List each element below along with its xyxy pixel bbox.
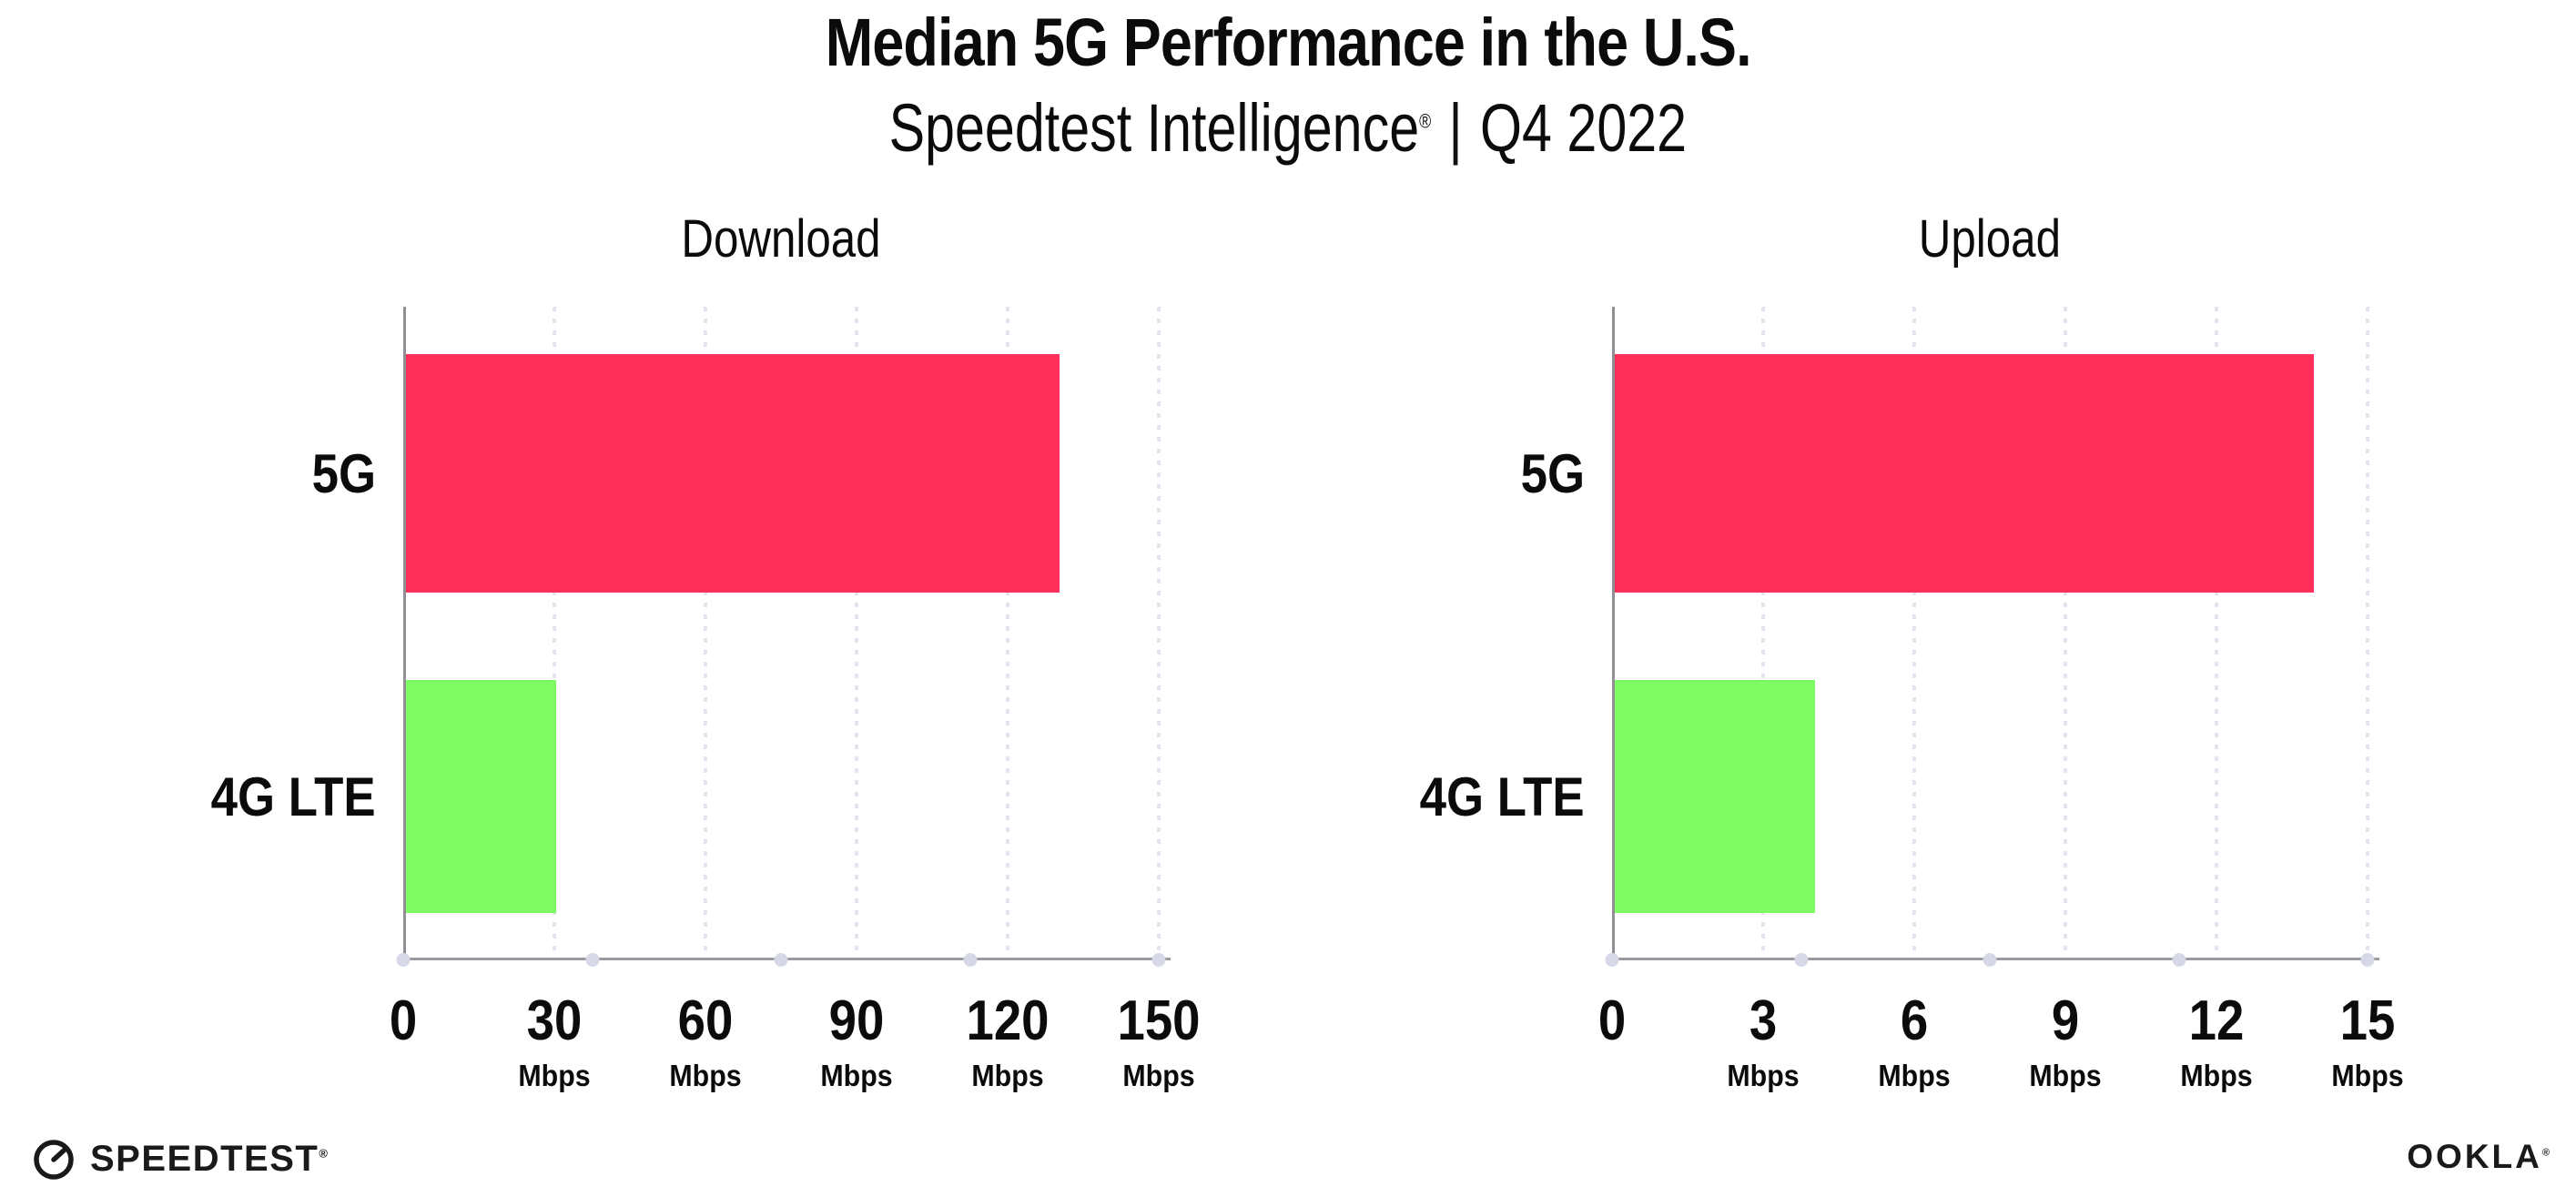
x-tick: 60 Mbps xyxy=(666,989,745,1092)
download-plot-area: 5G 4G LTE 0 30 Mbps 60 Mbps 90 Mbps 120 Mbps 150 M… xyxy=(211,307,1201,1090)
speedtest-gauge-icon xyxy=(34,1140,74,1180)
gridline xyxy=(855,307,858,959)
download-chart-title: Download xyxy=(681,209,881,269)
bar-5g xyxy=(1614,354,2315,593)
page-subtitle: Speedtest Intelligence® | Q4 2022 xyxy=(0,91,2576,165)
x-tick: 3 Mbps xyxy=(1724,989,1802,1092)
y-axis-line xyxy=(403,307,406,959)
axis-dot xyxy=(2172,953,2186,967)
category-label-5g: 5G xyxy=(311,442,376,504)
axis-dot xyxy=(1794,953,1808,967)
bar-5g xyxy=(405,354,1060,593)
x-tick-unit: Mbps xyxy=(2180,1059,2253,1092)
axis-dot xyxy=(1983,953,1997,967)
subtitle-brand: Speedtest Intelligence xyxy=(888,90,1420,166)
x-tick: 15 Mbps xyxy=(2328,989,2407,1092)
x-tick-value: 3 xyxy=(1749,989,1778,1052)
x-tick-unit: Mbps xyxy=(1878,1059,1951,1092)
ookla-wordmark: OOKLA xyxy=(2407,1138,2542,1175)
x-tick-value: 9 xyxy=(2051,989,2080,1052)
x-tick-unit: Mbps xyxy=(1727,1059,1800,1092)
axis-dot xyxy=(774,953,788,967)
x-tick: 0 xyxy=(1597,993,1628,1050)
x-tick-value: 150 xyxy=(1117,989,1201,1052)
download-chart: Download 5G 4G LTE 0 30 Mbps 60 Mbps 90 Mbps 12… xyxy=(211,209,1201,1090)
subtitle-separator: | xyxy=(1448,90,1463,166)
x-tick-value: 60 xyxy=(677,989,734,1052)
upload-plot-area: 5G 4G LTE 0 3 Mbps 6 Mbps 9 Mbps 12 Mbps 15 Mbps xyxy=(1420,307,2404,1090)
x-tick-value: 15 xyxy=(2339,989,2396,1052)
bar-4g-lte xyxy=(405,680,556,913)
gridline xyxy=(2215,307,2218,959)
speedtest-logo: SPEEDTEST® xyxy=(31,1136,329,1182)
category-label-4g-lte: 4G LTE xyxy=(211,766,376,827)
registered-mark: ® xyxy=(319,1146,330,1161)
x-tick-value: 6 xyxy=(1900,989,1929,1052)
x-tick-value: 30 xyxy=(526,989,583,1052)
x-tick-value: 90 xyxy=(828,989,885,1052)
x-tick-unit: Mbps xyxy=(2029,1059,2102,1092)
upload-chart: Upload 5G 4G LTE 0 3 Mbps 6 Mbps 9 Mbps 12 Mbps 1… xyxy=(1420,209,2404,1090)
x-tick: 0 xyxy=(388,993,419,1050)
gridline xyxy=(2366,307,2369,959)
page-subtitle-text: Speedtest Intelligence® | Q4 2022 xyxy=(889,91,1688,165)
bar-4g-lte xyxy=(1614,680,1816,913)
axis-dot xyxy=(585,953,599,967)
gridline xyxy=(2064,307,2067,959)
x-tick-unit: Mbps xyxy=(1122,1059,1195,1092)
axis-dot xyxy=(396,953,411,967)
upload-chart-title: Upload xyxy=(1918,209,2062,269)
registered-mark: ® xyxy=(2541,1147,2552,1159)
ookla-logo: OOKLA® xyxy=(2407,1140,2552,1173)
x-tick-unit: Mbps xyxy=(669,1059,742,1092)
gridline xyxy=(1912,307,1916,959)
axis-dot xyxy=(2360,953,2375,967)
axis-dot xyxy=(1605,953,1619,967)
y-axis-line xyxy=(1612,307,1615,959)
registered-mark: ® xyxy=(1419,109,1432,133)
page-title: Median 5G Performance in the U.S. xyxy=(0,7,2576,78)
gridline xyxy=(1006,307,1009,959)
x-tick-unit: Mbps xyxy=(2331,1059,2404,1092)
page-title-text: Median 5G Performance in the U.S. xyxy=(825,5,1751,80)
x-tick: 120 Mbps xyxy=(960,989,1054,1092)
axis-dot xyxy=(1151,953,1166,967)
gridline xyxy=(1157,307,1161,959)
x-tick: 6 Mbps xyxy=(1875,989,1953,1092)
speedtest-wordmark: SPEEDTEST® xyxy=(90,1139,330,1179)
x-tick-value: 12 xyxy=(2188,989,2245,1052)
x-tick-unit: Mbps xyxy=(971,1059,1044,1092)
x-tick-value: 0 xyxy=(389,989,418,1052)
gridline xyxy=(704,307,707,959)
axis-dot xyxy=(963,953,977,967)
x-tick: 150 Mbps xyxy=(1111,989,1205,1092)
subtitle-period: Q4 2022 xyxy=(1480,90,1688,166)
x-tick-unit: Mbps xyxy=(820,1059,893,1092)
x-tick: 30 Mbps xyxy=(515,989,593,1092)
x-tick: 90 Mbps xyxy=(817,989,896,1092)
gridline xyxy=(553,307,556,959)
x-tick: 9 Mbps xyxy=(2026,989,2104,1092)
x-tick-value: 120 xyxy=(966,989,1050,1052)
x-tick: 12 Mbps xyxy=(2177,989,2256,1092)
x-tick-value: 0 xyxy=(1597,989,1627,1052)
x-tick-unit: Mbps xyxy=(518,1059,591,1092)
category-label-4g-lte: 4G LTE xyxy=(1420,766,1585,827)
category-label-5g: 5G xyxy=(1520,442,1585,504)
gridline xyxy=(1761,307,1765,959)
